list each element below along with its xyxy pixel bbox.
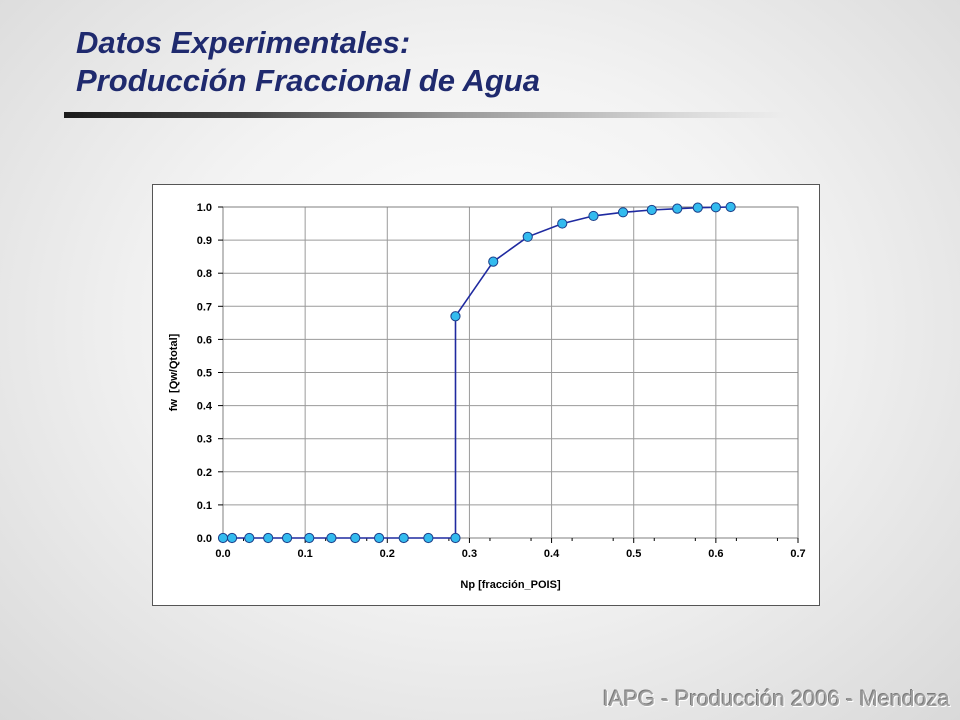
slide-title: Datos Experimentales: Producción Fraccio… (76, 24, 540, 100)
data-point (617, 207, 629, 218)
y-tick-label: 0.1 (197, 500, 212, 512)
y-tick-label: 0.2 (197, 467, 212, 479)
data-point (244, 532, 255, 544)
data-point (281, 532, 293, 544)
data-point (557, 218, 568, 229)
footer-text: IAPG - Producción 2006 - Mendoza (602, 686, 950, 711)
chart-frame: 0.0 0.1 0.2 0.3 0.4 0.5 0.6 0.7 0.0 0.1 0.2 0.3 0.4 0… (152, 184, 820, 606)
data-point (692, 202, 703, 213)
x-tick-label: 0.6 (708, 548, 723, 560)
data-point (398, 532, 409, 544)
y-tick-label: 0.6 (197, 334, 212, 346)
x-tick-label: 0.3 (462, 548, 477, 560)
data-point (522, 231, 533, 242)
series-layer (217, 201, 736, 544)
y-axis-title: fw [Qw/Qtotal] (168, 333, 180, 411)
y-tick-label: 0.7 (197, 301, 212, 313)
data-point (450, 311, 461, 322)
data-point (488, 256, 499, 267)
x-tick-label: 0.0 (215, 548, 230, 560)
x-tick-label: 0.7 (790, 548, 805, 560)
data-point (672, 203, 683, 214)
y-tick-label: 0.4 (197, 401, 213, 413)
data-point (373, 532, 385, 544)
x-tick-label: 0.5 (626, 548, 641, 560)
y-tick-label: 0.0 (197, 533, 212, 545)
x-tick-label: 0.4 (544, 548, 560, 560)
data-point (710, 202, 721, 213)
data-point (725, 201, 736, 213)
data-point (217, 532, 229, 544)
data-point (450, 532, 461, 544)
y-tick-label: 0.8 (197, 268, 212, 280)
data-point (588, 210, 599, 222)
data-point (304, 532, 315, 544)
data-point (226, 532, 238, 544)
title-underline (64, 112, 786, 118)
data-point (350, 532, 361, 544)
ticks-layer: 0.0 0.1 0.2 0.3 0.4 0.5 0.6 0.7 0.0 0.1 0.2 0.3 0.4 0… (197, 202, 806, 560)
y-tick-label: 0.3 (197, 434, 212, 446)
x-tick-label: 0.1 (297, 548, 312, 560)
y-tick-label: 0.5 (197, 368, 212, 380)
fw-vs-np-chart: 0.0 0.1 0.2 0.3 0.4 0.5 0.6 0.7 0.0 0.1 0.2 0.3 0.4 0… (168, 201, 806, 591)
slide-title-line2: Producción Fraccional de Agua (76, 63, 540, 98)
x-tick-label: 0.2 (380, 548, 395, 560)
data-point (326, 532, 337, 544)
y-tick-label: 0.9 (197, 235, 212, 247)
data-point (646, 204, 657, 216)
data-point (423, 532, 434, 544)
x-axis-title: Np [fracción_POIS] (460, 579, 561, 591)
slide-title-line1: Datos Experimentales: (76, 25, 411, 60)
grid-layer (223, 207, 798, 538)
y-tick-label: 1.0 (197, 202, 212, 214)
data-point (263, 532, 274, 544)
